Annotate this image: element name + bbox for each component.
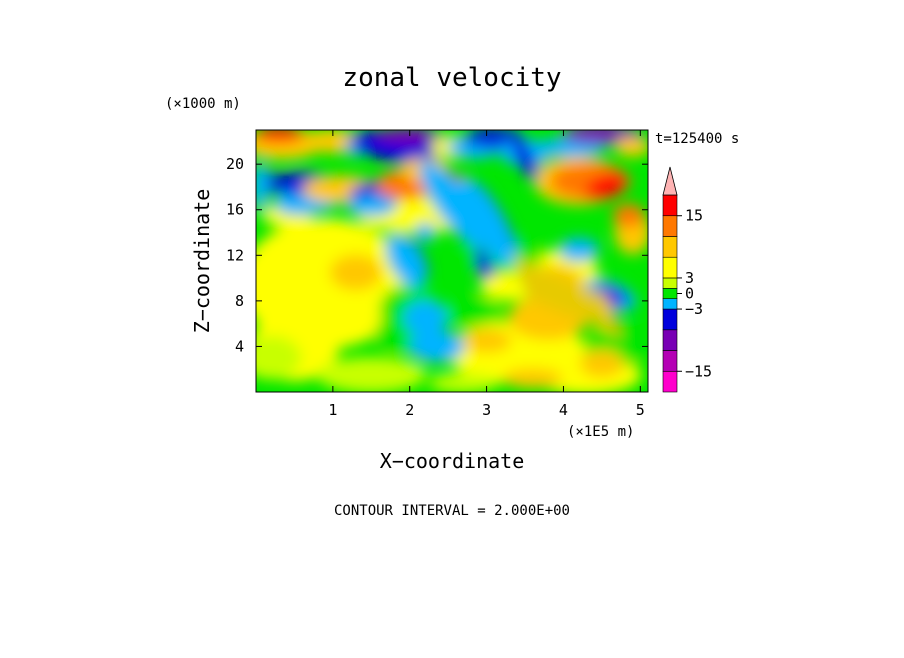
chart-title: zonal velocity [342, 63, 561, 93]
x-tick-label: 4 [559, 401, 568, 419]
colorbar-swatch [662, 370, 678, 393]
x-tick-label: 1 [328, 401, 337, 419]
heatmap-field [256, 130, 648, 392]
colorbar-extend-arrow [662, 166, 678, 196]
colorbar-swatch [662, 256, 678, 279]
y-tick-label: 12 [226, 246, 244, 264]
x-tick-label: 5 [636, 401, 645, 419]
colorbar-swatch [662, 277, 678, 289]
y-axis-label: Z−coordinate [190, 189, 214, 334]
colorbar-tick-label: −3 [685, 300, 703, 318]
colorbar-swatch [662, 236, 678, 258]
colorbar-swatch [662, 329, 678, 351]
x-unit-label: (×1E5 m) [567, 424, 634, 440]
colorbar-swatch [662, 215, 678, 237]
y-tick-label: 8 [235, 292, 244, 310]
time-label: t=125400 s [655, 131, 739, 147]
colorbar-tick-label: −15 [685, 362, 712, 380]
contour-interval-footer: CONTOUR INTERVAL = 2.000E+00 [334, 503, 570, 519]
colorbar-swatch [662, 288, 678, 299]
colorbar-swatch [662, 308, 678, 331]
colorbar-tick-label: 15 [685, 207, 703, 225]
colorbar: 15 30−3 −15 [662, 166, 712, 393]
y-unit-label: (×1000 m) [165, 96, 241, 112]
y-tick-label: 4 [235, 337, 244, 355]
colorbar-swatch [662, 298, 678, 310]
colorbar-swatch [662, 350, 678, 372]
x-axis-label: X−coordinate [380, 449, 525, 473]
y-tick-label: 16 [226, 201, 244, 219]
plot-frame [255, 129, 649, 393]
colorbar-tick-label: 0 [685, 285, 694, 303]
colorbar-swatch [662, 194, 678, 217]
y-tick-label: 20 [226, 155, 244, 173]
x-tick-label: 2 [405, 401, 414, 419]
x-tick-label: 3 [482, 401, 491, 419]
colorbar-tick-label: 3 [685, 269, 694, 287]
